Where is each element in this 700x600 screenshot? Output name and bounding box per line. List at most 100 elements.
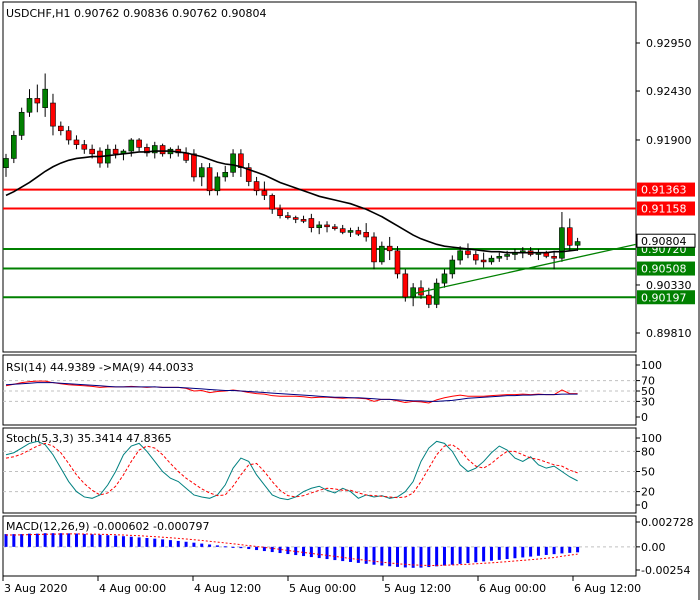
macd-bar	[27, 533, 31, 547]
candle-body	[144, 147, 150, 154]
macd-bar	[161, 539, 165, 547]
candle-body	[426, 294, 432, 305]
macd-bar	[51, 533, 55, 547]
macd-bar	[215, 545, 219, 547]
candle-body	[316, 224, 323, 229]
candle-body	[159, 145, 166, 155]
level-label-box	[637, 261, 695, 276]
candle-body	[285, 215, 291, 218]
macd-bar	[121, 536, 125, 547]
candle-body	[238, 153, 244, 168]
macd-bar	[411, 546, 415, 568]
candle-body	[50, 102, 56, 127]
macd-bar	[184, 541, 188, 547]
stoch-tick-label: 80	[641, 445, 655, 458]
macd-bar	[521, 546, 525, 558]
macd-bar	[552, 546, 556, 555]
macd-bar	[529, 546, 533, 557]
macd-tick-label: 0.002728	[641, 516, 694, 529]
current-price-label: 0.90804	[641, 235, 687, 248]
candle-body	[73, 139, 80, 145]
macd-panel[interactable]: MACD(12,26,9) -0.000602 -0.000797 0.0027…	[3, 516, 694, 577]
candle-body	[457, 250, 463, 261]
price-tick-label: 0.91900	[646, 134, 692, 147]
macd-bar	[489, 546, 493, 561]
macd-bar	[427, 546, 431, 568]
candle-body	[206, 167, 213, 192]
moving-average	[5, 150, 578, 254]
macd-bar	[82, 533, 86, 547]
level-label-box	[637, 201, 695, 216]
candle-body	[81, 144, 88, 150]
rsi-tick-label: 0	[641, 411, 648, 424]
macd-bar	[106, 535, 110, 547]
macd-bar	[576, 546, 580, 553]
candle-body	[222, 171, 229, 178]
time-tick-label: 6 Aug 00:00	[479, 582, 546, 595]
macd-bar	[482, 546, 486, 562]
rsi-tick-label: 70	[641, 375, 655, 388]
macd-bar	[168, 540, 172, 547]
macd-bar	[458, 546, 462, 564]
macd-bar	[372, 546, 376, 565]
level-label: 0.90508	[641, 263, 687, 276]
time-tick-label: 5 Aug 00:00	[289, 582, 356, 595]
trendline[interactable]	[413, 243, 637, 295]
macd-bar	[356, 546, 360, 563]
macd-bar	[12, 534, 16, 547]
rsi-panel-title: RSI(14) 44.9389 ->MA(9) 44.0033	[6, 361, 194, 374]
candle-body	[308, 218, 315, 229]
candle-body	[332, 226, 338, 229]
macd-bar	[333, 546, 337, 561]
time-tick-label: 4 Aug 12:00	[194, 582, 261, 595]
candle-body	[26, 98, 33, 113]
macd-bar	[364, 546, 368, 564]
rsi-tick-label: 100	[641, 359, 662, 372]
candle-body	[269, 195, 276, 210]
candle-body	[379, 245, 385, 263]
stoch-tick-label: 20	[641, 486, 655, 499]
macd-bar	[4, 534, 8, 547]
candle-body	[136, 139, 142, 148]
panel-frame-stoch	[2, 427, 637, 514]
macd-bar	[302, 546, 306, 557]
macd-bar	[247, 546, 251, 550]
macd-bar	[294, 546, 298, 556]
macd-bar	[192, 542, 196, 547]
candle-body	[551, 256, 557, 259]
macd-bar	[403, 546, 407, 568]
price-panel-title: USDCHF,H1 0.90762 0.90836 0.90762 0.9080…	[6, 7, 267, 20]
time-axis: 3 Aug 2020 4 Aug 00:00 4 Aug 12:00 5 Aug 00…	[2, 576, 641, 595]
macd-bar	[67, 533, 71, 547]
macd-tick-label: -0.00254	[641, 564, 690, 577]
level-label: 0.91363	[641, 184, 687, 197]
macd-bar	[98, 534, 102, 547]
macd-bar	[270, 546, 274, 553]
candle-body	[151, 145, 158, 154]
macd-bar	[20, 534, 24, 547]
macd-bar	[396, 546, 399, 567]
macd-bar	[74, 533, 78, 547]
macd-bar	[200, 543, 204, 547]
time-tick-label: 3 Aug 2020	[4, 582, 67, 595]
macd-bar	[137, 537, 141, 547]
candle-body	[347, 230, 354, 233]
stoch-tick-label: 100	[641, 432, 662, 445]
candle-body	[386, 245, 393, 252]
rsi-series-line	[5, 380, 578, 404]
stochastic-lines	[3, 440, 636, 501]
macd-bar	[278, 546, 282, 554]
candle-body	[433, 282, 440, 305]
price-tick-label: 0.92430	[646, 85, 692, 98]
level-label: 0.90197	[641, 291, 687, 304]
candle-body	[3, 158, 9, 168]
macd-bar	[325, 546, 329, 560]
price-panel[interactable]: USDCHF,H1 0.90762 0.90836 0.90762 0.9080…	[3, 7, 696, 340]
macd-bar	[536, 546, 540, 556]
time-tick-label: 4 Aug 00:00	[99, 582, 166, 595]
rsi-panel[interactable]: RSI(14) 44.9389 ->MA(9) 44.0033 100 70503…	[3, 359, 662, 424]
stochastic-panel-title: Stoch(5,3,3) 35.3414 47.8365	[6, 432, 172, 445]
candle-body	[402, 273, 409, 298]
